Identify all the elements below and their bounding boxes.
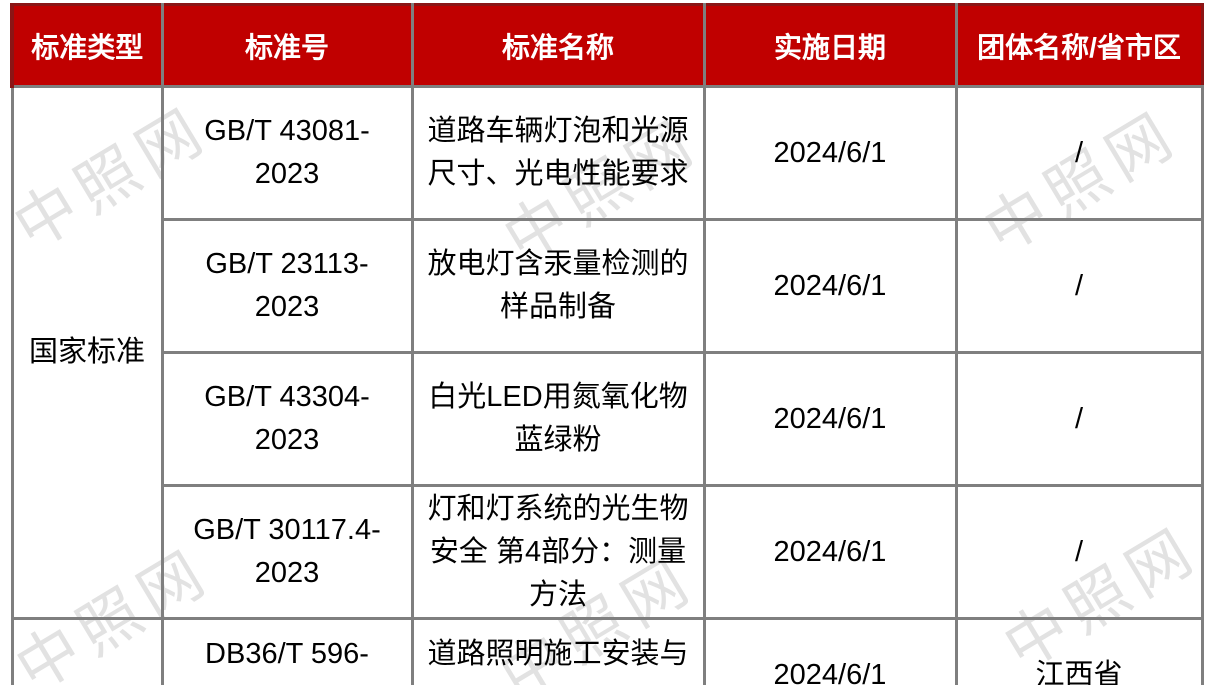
table-row: DB36/T 596- 道路照明施工安装与 2024/6/1 江西省 [10, 617, 1204, 685]
cell-standard-name: 放电灯含汞量检测的样品制备 [410, 218, 706, 354]
standards-table: 标准类型 标准号 标准名称 实施日期 团体名称/省市区 国家标准 GB/T 43… [10, 3, 1204, 685]
cell-standard-name: 白光LED用氮氧化物蓝绿粉 [410, 351, 706, 487]
cell-standard-number: GB/T 43081-2023 [160, 85, 414, 221]
cell-implementation-date: 2024/6/1 [702, 85, 958, 221]
table-row: GB/T 23113-2023 放电灯含汞量检测的样品制备 2024/6/1 / [12, 218, 1204, 354]
cell-implementation-date: 2024/6/1 [702, 351, 958, 487]
header-cell-standard-name: 标准名称 [410, 3, 706, 88]
header-cell-implementation-date: 实施日期 [702, 3, 958, 88]
cell-org-region: / [954, 351, 1204, 487]
table-row: GB/T 30117.4-2023 灯和灯系统的光生物安全 第4部分：测量方法 … [12, 484, 1204, 620]
cell-implementation-date: 2024/6/1 [702, 484, 958, 620]
table-row: 国家标准 GB/T 43081-2023 道路车辆灯泡和光源尺寸、光电性能要求 … [10, 85, 1204, 620]
header-cell-standard-type: 标准类型 [10, 3, 164, 88]
cell-standard-type-empty [10, 617, 164, 685]
cell-standard-name: 道路照明施工安装与 [410, 617, 706, 685]
cell-implementation-date: 2024/6/1 [702, 218, 958, 354]
cell-standard-number: DB36/T 596- [160, 617, 414, 685]
cell-org-region: / [954, 85, 1204, 221]
cell-org-region: / [954, 218, 1204, 354]
cell-org-region: / [954, 484, 1204, 620]
cell-standard-name: 灯和灯系统的光生物安全 第4部分：测量方法 [410, 484, 706, 620]
table-row: GB/T 43304-2023 白光LED用氮氧化物蓝绿粉 2024/6/1 / [12, 351, 1204, 487]
cell-standard-number: GB/T 23113-2023 [160, 218, 414, 354]
cell-org-region: 江西省 [954, 617, 1204, 685]
cell-implementation-date: 2024/6/1 [702, 617, 958, 685]
header-cell-standard-number: 标准号 [160, 3, 414, 88]
cell-standard-name: 道路车辆灯泡和光源尺寸、光电性能要求 [410, 85, 706, 221]
header-row: 标准类型 标准号 标准名称 实施日期 团体名称/省市区 [10, 3, 1204, 88]
cell-standard-number: GB/T 30117.4-2023 [160, 484, 414, 620]
cell-standard-type-group: 国家标准 [10, 85, 164, 620]
cell-standard-number: GB/T 43304-2023 [160, 351, 414, 487]
header-cell-org-region: 团体名称/省市区 [954, 3, 1204, 88]
